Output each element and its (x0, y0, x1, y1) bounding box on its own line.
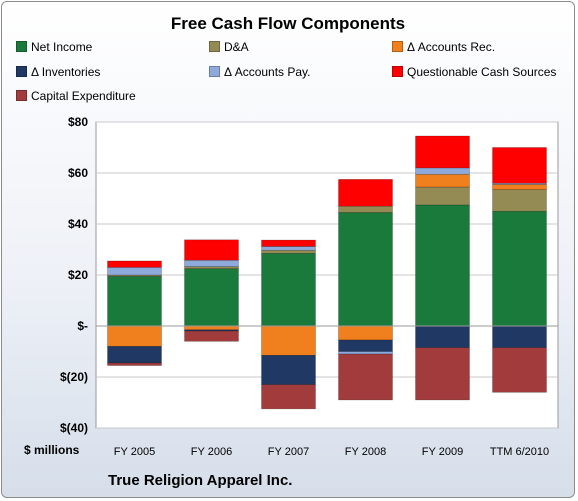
bar-segment-d-a (338, 205, 393, 213)
bar-segment-accounts-rec (492, 184, 547, 190)
y-tick-label: $- (77, 319, 88, 333)
bar-segment-net-income (415, 204, 470, 327)
bar-segment-accounts-rec (184, 325, 239, 331)
bar-segment-questionable-cash-sources (184, 239, 239, 261)
x-tick-label: FY 2009 (422, 446, 463, 458)
bar-segment-accounts-rec (415, 173, 470, 188)
bar-segment-net-income (107, 275, 162, 327)
legend-swatch-accounts-rec (392, 41, 403, 52)
bar-segment-capital-expenditure (261, 384, 316, 410)
bar-segment-accounts-pay (338, 351, 393, 355)
x-tick-label: FY 2008 (345, 446, 386, 458)
bar-segment-accounts-pay (261, 246, 316, 251)
bar-segment-questionable-cash-sources (415, 135, 470, 169)
bar-segment-accounts-rec (107, 325, 162, 347)
bar-segment-accounts-rec (338, 325, 393, 341)
bar-segment-inventories (107, 346, 162, 364)
legend-label: Δ Accounts Pay. (224, 65, 311, 79)
x-tick-label: TTM 6/2010 (490, 446, 549, 458)
units-label: $ millions (24, 443, 80, 457)
legend-label: Capital Expenditure (31, 89, 136, 103)
bar-segment-capital-expenditure (338, 353, 393, 401)
x-tick-label: FY 2007 (268, 446, 309, 458)
bar-segment-d-a (261, 249, 316, 254)
chart-title: Free Cash Flow Components (170, 14, 406, 33)
legend-item-net-income: Net Income (16, 40, 92, 54)
legend-label: Δ Accounts Rec. (407, 40, 496, 54)
legend-item-accounts-pay: Δ Accounts Pay. (209, 65, 311, 79)
legend-label: Questionable Cash Sources (407, 65, 557, 79)
bar-segment-inventories (492, 325, 547, 348)
bar-segment-capital-expenditure (415, 347, 470, 401)
bar-segment-capital-expenditure (184, 330, 239, 342)
bar-segment-capital-expenditure (492, 347, 547, 393)
legend-swatch-da (209, 41, 220, 52)
bar-segment-accounts-pay (184, 259, 239, 267)
y-tick-label: $(40) (60, 421, 88, 435)
bar-segment-net-income (338, 212, 393, 327)
y-tick-label: $40 (68, 217, 88, 231)
bar-segment-questionable-cash-sources (107, 260, 162, 268)
legend-swatch-net-income (16, 41, 27, 52)
legend-swatch-capex (16, 90, 27, 101)
bar-segment-accounts-pay (415, 167, 470, 175)
y-tick-label: $80 (68, 115, 88, 129)
bar-segment-inventories (261, 355, 316, 385)
bar-segment-inventories (415, 325, 470, 348)
bar-segment-questionable-cash-sources (492, 147, 547, 184)
bar-segment-d-a (492, 189, 547, 212)
bar-segment-net-income (492, 210, 547, 327)
bar-segment-d-a (184, 266, 239, 269)
legend-item-capex: Capital Expenditure (16, 89, 136, 103)
bar-segment-net-income (184, 268, 239, 327)
bar-segment-net-income (261, 253, 316, 327)
bar-segment-capital-expenditure (107, 362, 162, 366)
bar-segment-d-a (415, 186, 470, 206)
footer-company-name: True Religion Apparel Inc. (108, 472, 293, 489)
x-tick-label: FY 2006 (191, 446, 232, 458)
bar-segment-accounts-rec (261, 325, 316, 356)
legend-item-inventories: Δ Inventories (16, 65, 100, 79)
legend-item-da: D&A (209, 40, 249, 54)
y-tick-label: $20 (68, 268, 88, 282)
y-tick-label: $(20) (60, 370, 88, 384)
legend-label: D&A (224, 40, 249, 54)
legend-label: Net Income (31, 40, 93, 54)
y-tick-label: $60 (68, 166, 88, 180)
legend-swatch-questionable-cash (392, 66, 403, 77)
bar-segment-questionable-cash-sources (338, 179, 393, 207)
legend-swatch-inventories (16, 66, 27, 77)
bar-segment-inventories (338, 339, 393, 352)
x-tick-label: FY 2005 (114, 446, 155, 458)
bar-segment-accounts-pay (107, 267, 162, 276)
legend-item-questionable-cash: Questionable Cash Sources (392, 65, 556, 79)
bar-segment-questionable-cash-sources (261, 239, 316, 247)
legend-swatch-accounts-pay (209, 66, 220, 77)
legend-item-accounts-rec: Δ Accounts Rec. (392, 40, 495, 54)
legend-label: Δ Inventories (31, 65, 101, 79)
